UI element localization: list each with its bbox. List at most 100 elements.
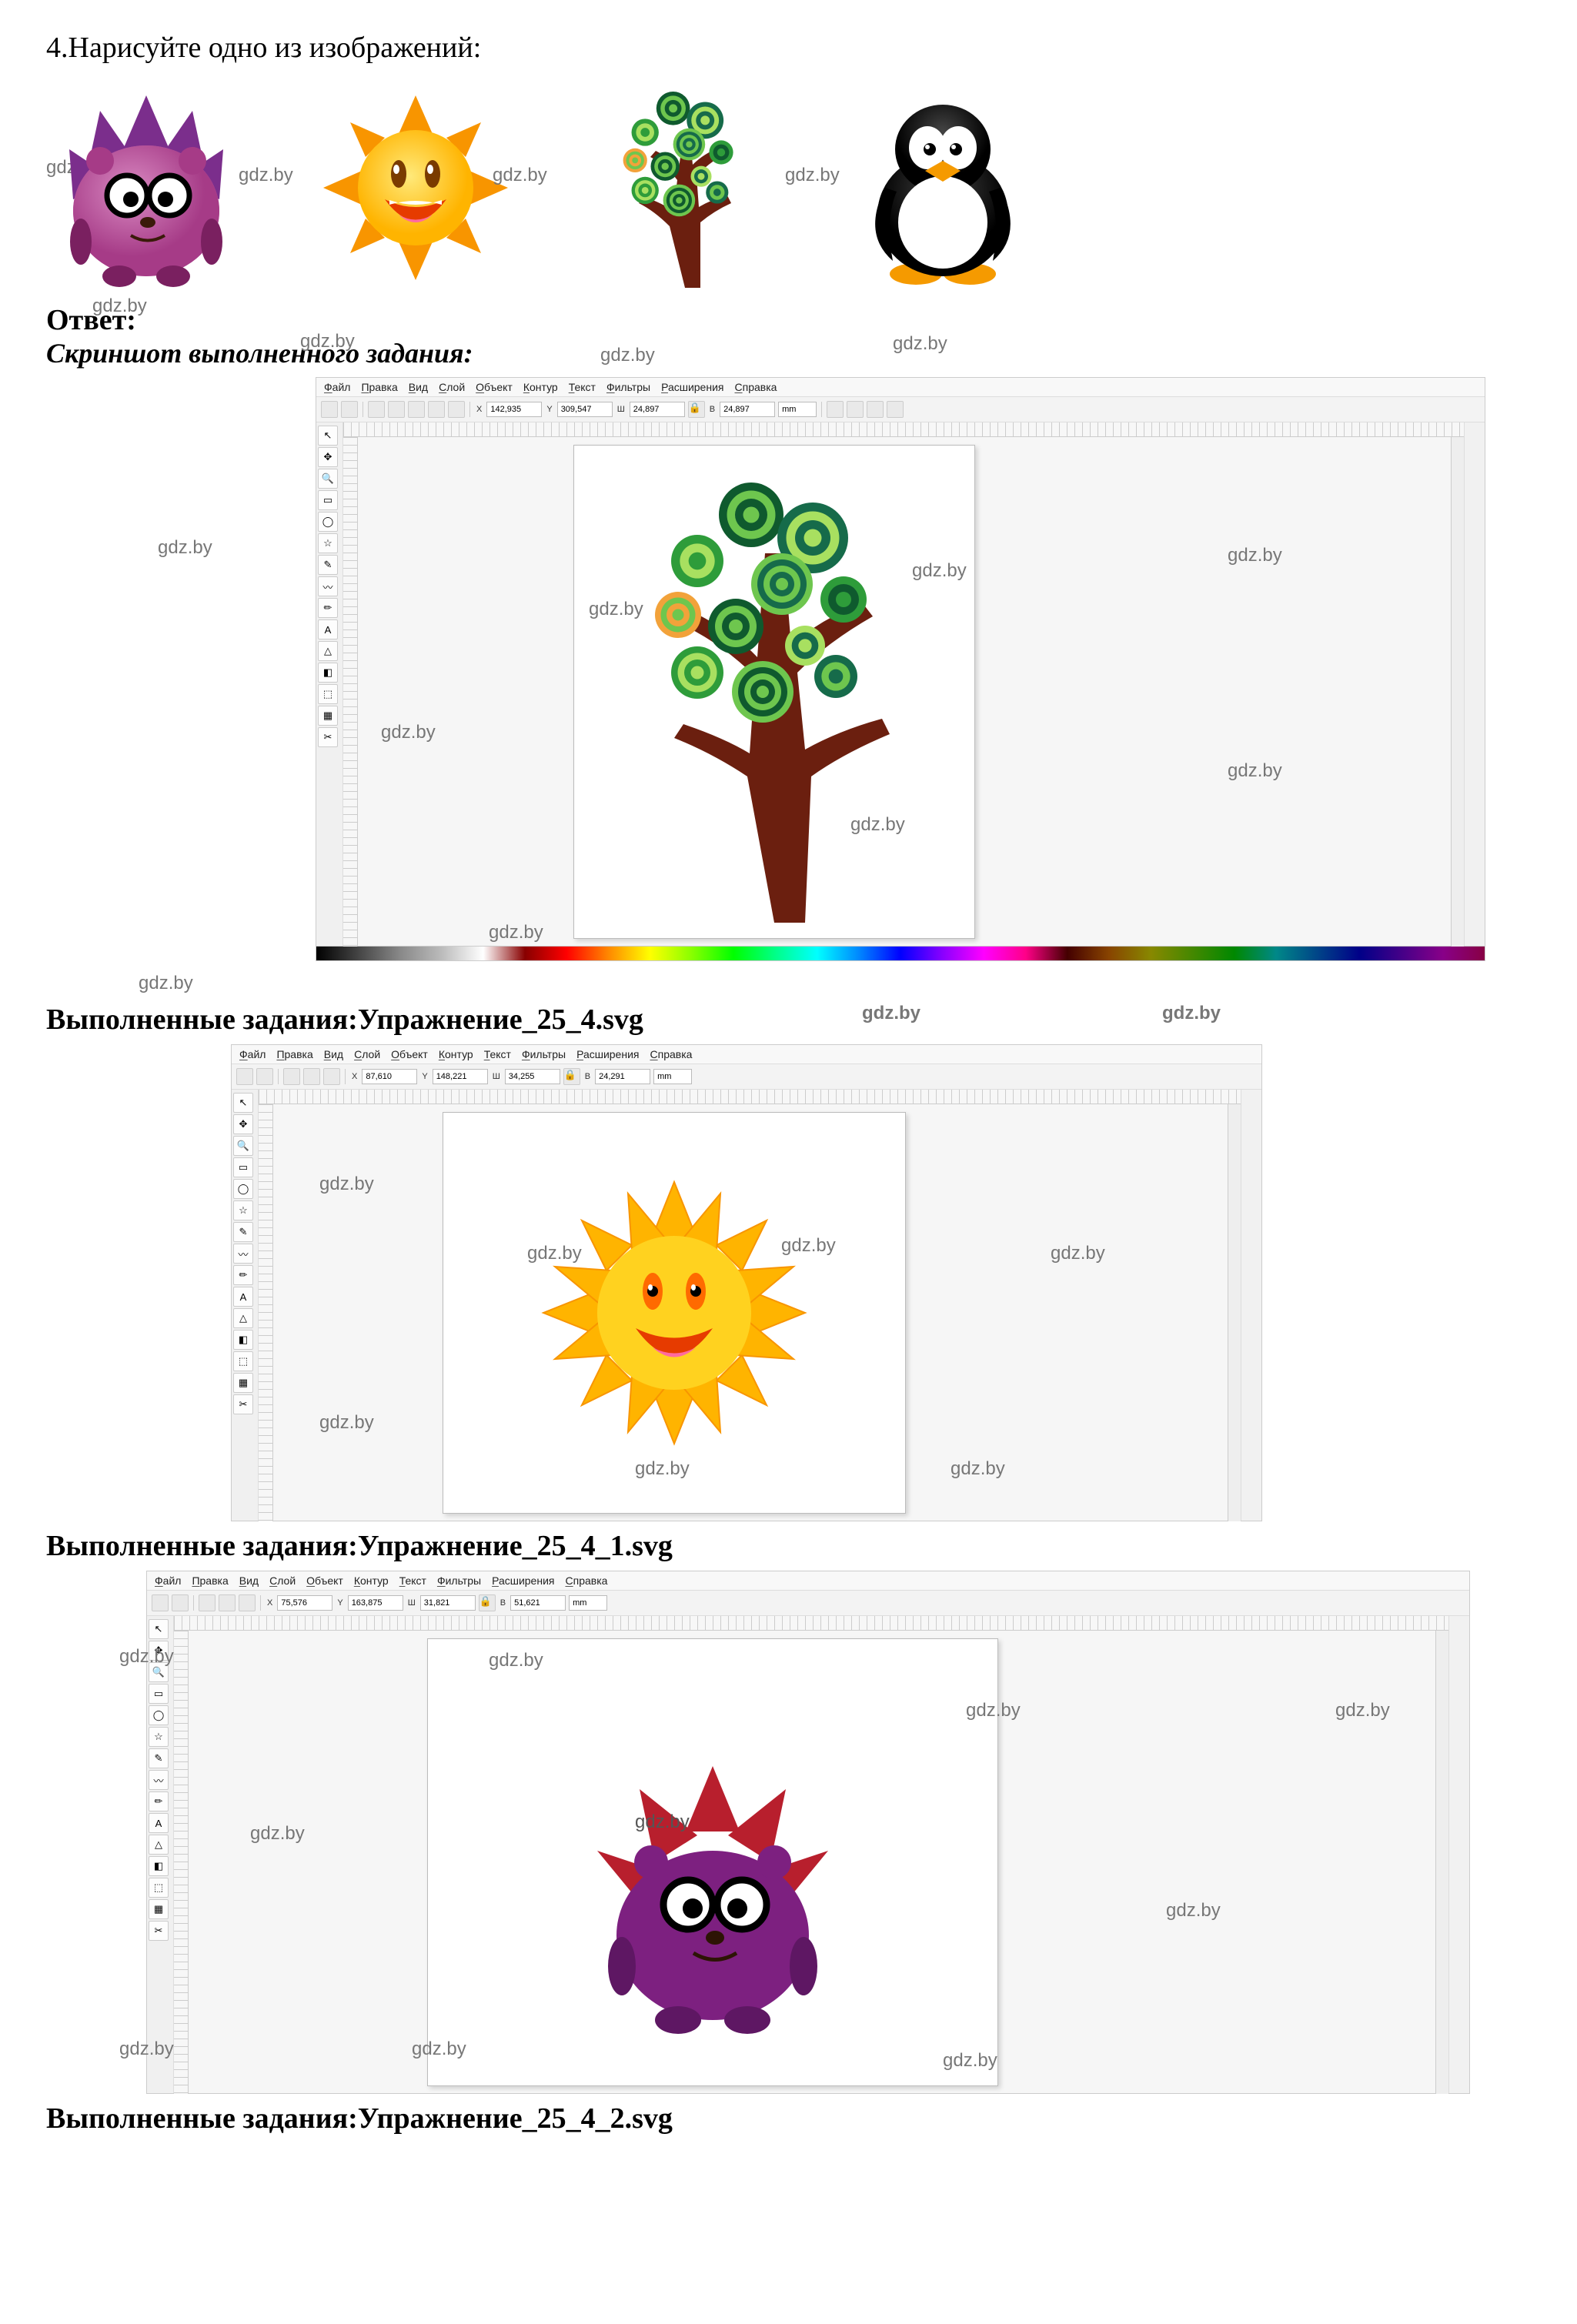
tool-button[interactable]: ☆ bbox=[318, 533, 338, 553]
tb-btn[interactable] bbox=[827, 401, 844, 418]
menubar[interactable]: Файл Правка Вид Слой Объект Контур Текст Фильтр… bbox=[147, 1571, 1469, 1591]
tb-btn[interactable] bbox=[303, 1068, 320, 1085]
tool-button[interactable]: ✥ bbox=[233, 1114, 253, 1134]
menu-item[interactable]: Контур bbox=[439, 1048, 473, 1060]
menu-item[interactable]: Правка bbox=[361, 381, 397, 393]
menu-item[interactable]: Текст bbox=[399, 1574, 426, 1587]
menu-item[interactable]: Вид bbox=[324, 1048, 343, 1060]
menu-item[interactable]: Слой bbox=[439, 381, 465, 393]
tb-btn[interactable] bbox=[239, 1594, 256, 1611]
coord-y[interactable]: 148,221 bbox=[433, 1069, 488, 1084]
tool-button[interactable]: ✏ bbox=[233, 1265, 253, 1285]
toolbar-top[interactable]: X75,576 Y163,875 Ш31,821 🔒 В51,621 mm bbox=[147, 1591, 1469, 1616]
tb-btn[interactable] bbox=[408, 401, 425, 418]
tool-button[interactable]: ▭ bbox=[233, 1157, 253, 1177]
tb-btn[interactable] bbox=[847, 401, 864, 418]
menu-item[interactable]: Слой bbox=[269, 1574, 296, 1587]
menu-item[interactable]: Файл bbox=[155, 1574, 181, 1587]
toolbox-left[interactable]: ↖✥🔍▭◯☆✎〰✏A△◧⬚▦✂ bbox=[232, 1090, 259, 1521]
unit[interactable]: mm bbox=[653, 1069, 692, 1084]
tool-button[interactable]: ▦ bbox=[318, 706, 338, 726]
tool-button[interactable]: ⬚ bbox=[318, 684, 338, 704]
tool-button[interactable]: ↖ bbox=[149, 1619, 169, 1639]
lock-icon[interactable]: 🔒 bbox=[479, 1594, 496, 1611]
toolbox-left[interactable]: ↖✥🔍▭◯☆✎〰✏A△◧⬚▦✂ bbox=[147, 1616, 174, 2093]
tool-button[interactable]: A bbox=[318, 619, 338, 639]
menu-item[interactable]: Правка bbox=[276, 1048, 312, 1060]
coord-h[interactable]: 24,291 bbox=[595, 1069, 650, 1084]
color-palette[interactable] bbox=[316, 946, 1485, 960]
tb-btn[interactable] bbox=[172, 1594, 189, 1611]
tool-button[interactable]: 〰 bbox=[149, 1770, 169, 1790]
coord-x[interactable]: 142,935 bbox=[486, 402, 542, 417]
lock-icon[interactable]: 🔒 bbox=[563, 1068, 580, 1085]
coord-w[interactable]: 31,821 bbox=[420, 1595, 476, 1611]
menu-item[interactable]: Вид bbox=[239, 1574, 259, 1587]
tool-button[interactable]: ✏ bbox=[318, 598, 338, 618]
menu-item[interactable]: Правка bbox=[192, 1574, 228, 1587]
tool-button[interactable]: ✂ bbox=[318, 727, 338, 747]
coord-w[interactable]: 34,255 bbox=[505, 1069, 560, 1084]
menu-item[interactable]: Слой bbox=[354, 1048, 380, 1060]
menu-item[interactable]: Контур bbox=[354, 1574, 389, 1587]
tb-btn[interactable] bbox=[199, 1594, 216, 1611]
toolbar-top[interactable]: X87,610 Y148,221 Ш34,255 🔒 В24,291 mm bbox=[232, 1064, 1261, 1090]
tool-button[interactable]: ▭ bbox=[318, 490, 338, 510]
tool-button[interactable]: ▦ bbox=[233, 1373, 253, 1393]
tool-button[interactable]: 〰 bbox=[318, 576, 338, 596]
tb-btn[interactable] bbox=[887, 401, 904, 418]
tool-button[interactable]: ✥ bbox=[149, 1641, 169, 1661]
tool-button[interactable]: ⬚ bbox=[233, 1351, 253, 1371]
coord-w[interactable]: 24,897 bbox=[630, 402, 685, 417]
menu-item[interactable]: Фильтры bbox=[606, 381, 650, 393]
tool-button[interactable]: ▭ bbox=[149, 1684, 169, 1704]
tool-button[interactable]: 🔍 bbox=[318, 469, 338, 489]
menu-item[interactable]: Файл bbox=[239, 1048, 266, 1060]
menu-item[interactable]: Расширения bbox=[492, 1574, 554, 1587]
scrollbar-vertical[interactable] bbox=[1451, 437, 1464, 947]
tool-button[interactable]: ↖ bbox=[233, 1093, 253, 1113]
tb-btn[interactable] bbox=[388, 401, 405, 418]
menu-item[interactable]: Справка bbox=[734, 381, 777, 393]
toolbox-right[interactable] bbox=[1464, 422, 1485, 946]
tb-btn[interactable] bbox=[341, 401, 358, 418]
tb-btn[interactable] bbox=[368, 401, 385, 418]
tb-btn[interactable] bbox=[321, 401, 338, 418]
tool-button[interactable]: ◯ bbox=[233, 1179, 253, 1199]
tb-btn[interactable] bbox=[323, 1068, 340, 1085]
tool-button[interactable]: ✥ bbox=[318, 447, 338, 467]
menu-item[interactable]: Контур bbox=[523, 381, 558, 393]
coord-y[interactable]: 163,875 bbox=[348, 1595, 403, 1611]
tool-button[interactable]: ◧ bbox=[149, 1856, 169, 1876]
menubar[interactable]: ФайлПравкаВидСлойОбъектКонтурТекстФильтр… bbox=[316, 378, 1485, 397]
menu-item[interactable]: Справка bbox=[565, 1574, 607, 1587]
tool-button[interactable]: ⬚ bbox=[149, 1878, 169, 1898]
tool-button[interactable]: 🔍 bbox=[149, 1662, 169, 1682]
menubar[interactable]: ФайлПравкаВидСлойОбъектКонтурТекстФильтр… bbox=[232, 1045, 1261, 1064]
canvas[interactable]: gdz.by gdz.by gdz.by gdz.by gdz.by gdz.b… bbox=[343, 422, 1464, 946]
menu-item[interactable]: Объект bbox=[306, 1574, 343, 1587]
tool-button[interactable]: ✂ bbox=[149, 1921, 169, 1941]
coord-h[interactable]: 24,897 bbox=[720, 402, 775, 417]
menu-item[interactable]: Фильтры bbox=[437, 1574, 481, 1587]
tb-btn[interactable] bbox=[256, 1068, 273, 1085]
scrollbar-vertical[interactable] bbox=[1435, 1631, 1448, 2094]
tool-button[interactable]: △ bbox=[149, 1835, 169, 1855]
tb-btn[interactable] bbox=[867, 401, 884, 418]
tool-button[interactable]: ↖ bbox=[318, 426, 338, 446]
coord-x[interactable]: 87,610 bbox=[362, 1069, 417, 1084]
tool-button[interactable]: ✏ bbox=[149, 1791, 169, 1811]
menu-item[interactable]: Объект bbox=[391, 1048, 428, 1060]
tool-button[interactable]: ◧ bbox=[318, 663, 338, 683]
menu-item[interactable]: Текст bbox=[484, 1048, 511, 1060]
canvas[interactable]: gdz.by gdz.by gdz.by gdz.by gdz.by gdz.b… bbox=[174, 1616, 1448, 2093]
toolbox-left[interactable]: ↖✥🔍▭◯☆✎〰✏A△◧⬚▦✂ bbox=[316, 422, 343, 946]
tb-btn[interactable] bbox=[448, 401, 465, 418]
tool-button[interactable]: 🔍 bbox=[233, 1136, 253, 1156]
tool-button[interactable]: A bbox=[233, 1287, 253, 1307]
tool-button[interactable]: 〰 bbox=[233, 1244, 253, 1264]
tb-btn[interactable] bbox=[219, 1594, 236, 1611]
unit[interactable]: mm bbox=[569, 1595, 607, 1611]
menu-item[interactable]: Текст bbox=[569, 381, 596, 393]
menu-item[interactable]: Файл bbox=[324, 381, 350, 393]
